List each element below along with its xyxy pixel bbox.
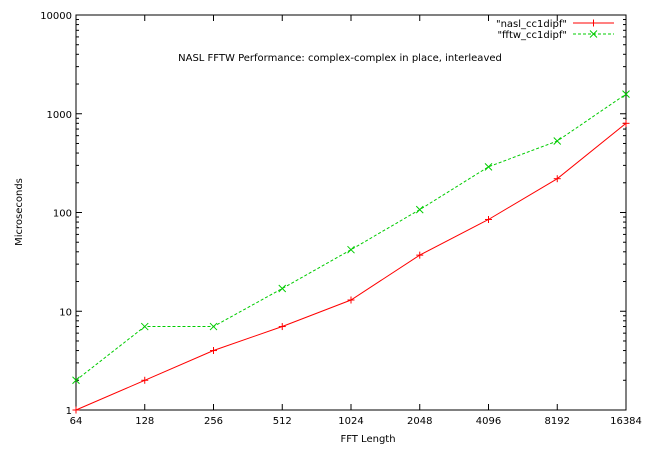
cross-marker-b [72, 376, 80, 385]
data-point [140, 322, 149, 331]
cross-marker-b [278, 284, 287, 293]
data-point [553, 175, 561, 183]
data-point [278, 323, 286, 331]
data-point [210, 347, 217, 355]
legend-label: "nasl_cc1dipf" [496, 19, 567, 30]
legend-label: "fftw_cc1dipf" [497, 30, 567, 41]
data-point [72, 376, 80, 385]
data-point [72, 406, 80, 414]
data-point [415, 205, 424, 214]
data-point [622, 90, 630, 98]
cross-marker-b [415, 205, 424, 214]
cross-marker-b [209, 322, 218, 331]
cross-marker-b [140, 322, 149, 331]
cross-marker-b [622, 90, 630, 98]
cross-marker-b [484, 162, 493, 171]
x-tick-label: 512 [273, 416, 292, 427]
x-tick-label: 2048 [407, 416, 432, 427]
series-2 [72, 90, 630, 385]
data-point [209, 322, 218, 331]
data-point [622, 119, 630, 127]
y-axis-ticks: 1 10 100 1000 10000 [40, 11, 626, 417]
cross-marker-b [553, 137, 562, 145]
data-point [485, 215, 492, 223]
data-point [416, 251, 424, 259]
x-tick-label: 128 [135, 416, 154, 427]
data-point [141, 376, 149, 384]
y-tick-label: 10000 [40, 11, 72, 22]
series-layer [72, 90, 630, 414]
cross-marker-b [589, 30, 598, 38]
x-tick-label: 8192 [545, 416, 570, 427]
series-line [75, 93, 627, 381]
data-point [553, 137, 562, 145]
x-axis-title: FFT Length [340, 434, 395, 445]
legend-marker [590, 19, 597, 27]
y-tick-label: 1 [66, 406, 72, 417]
y-tick-label: 100 [53, 209, 72, 220]
data-point [347, 296, 355, 304]
y-axis-title: Microseconds [14, 178, 25, 246]
cross-marker-b [347, 245, 355, 254]
x-tick-label: 256 [204, 416, 223, 427]
x-tick-label: 64 [70, 416, 83, 427]
data-point [347, 245, 355, 254]
x-tick-label: 1024 [338, 416, 363, 427]
y-tick-label: 10 [59, 307, 72, 318]
data-point [484, 162, 493, 171]
data-point [278, 284, 287, 293]
x-tick-label: 4096 [476, 416, 501, 427]
legend: "nasl_cc1dipf""fftw_cc1dipf" [496, 19, 614, 41]
y-tick-label: 1000 [47, 110, 72, 121]
series-1 [72, 119, 630, 414]
x-tick-label: 16384 [610, 416, 642, 427]
legend-marker [589, 30, 598, 38]
x-axis-ticks: 64 128 256 512 1024 2048 4096 8192 16384 [70, 15, 642, 427]
chart-title: NASL FFTW Performance: complex-complex i… [178, 53, 502, 64]
